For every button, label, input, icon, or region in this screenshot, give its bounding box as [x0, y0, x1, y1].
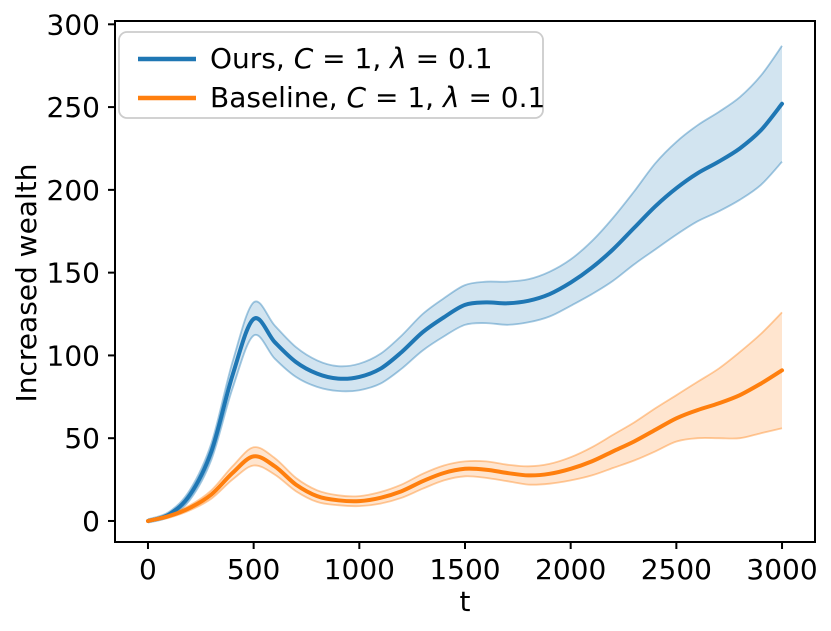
y-axis: 0 50 100 150 200 250 300 — [47, 8, 115, 538]
band-edge-upper-baseline — [147, 311, 783, 521]
x-tick-label: 2000 — [535, 553, 606, 586]
x-tick-label: 2500 — [641, 553, 712, 586]
plot-area: 0 500 1000 1500 2000 2500 3000 0 50 100 150 200 250 3… — [47, 8, 818, 586]
x-tick-label: 1000 — [324, 553, 395, 586]
y-tick-label: 0 — [82, 505, 100, 538]
x-tick-label: 0 — [139, 553, 157, 586]
legend-label-ours: Ours, C = 1, λ = 0.1 — [210, 42, 493, 75]
x-axis-label: t — [460, 585, 471, 618]
legend-item-ours: Ours, C = 1, λ = 0.1 — [138, 42, 493, 75]
legend: Ours, C = 1, λ = 0.1 Baseline, C = 1, λ =… — [118, 31, 545, 119]
x-tick-label: 500 — [227, 553, 280, 586]
legend-item-baseline: Baseline, C = 1, λ = 0.1 — [138, 81, 545, 114]
x-tick-label: 1500 — [429, 553, 500, 586]
band-edge-upper-ours — [147, 45, 783, 521]
y-tick-label: 250 — [47, 91, 100, 124]
y-tick-label: 300 — [47, 8, 100, 41]
y-tick-label: 50 — [64, 422, 100, 455]
x-tick-label: 3000 — [746, 553, 817, 586]
y-tick-label: 100 — [47, 339, 100, 372]
legend-box — [118, 31, 544, 119]
confidence-band-baseline — [148, 312, 782, 522]
band-edge-lower-baseline — [147, 427, 783, 523]
band-edge-lower-ours — [147, 161, 783, 524]
line-baseline — [146, 368, 784, 523]
x-axis: 0 500 1000 1500 2000 2500 3000 — [139, 542, 818, 586]
y-axis-label: Increased wealth — [10, 164, 43, 403]
y-tick-label: 200 — [47, 174, 100, 207]
legend-label-baseline: Baseline, C = 1, λ = 0.1 — [210, 81, 545, 114]
line-ours — [146, 101, 784, 523]
y-tick-label: 150 — [47, 257, 100, 290]
